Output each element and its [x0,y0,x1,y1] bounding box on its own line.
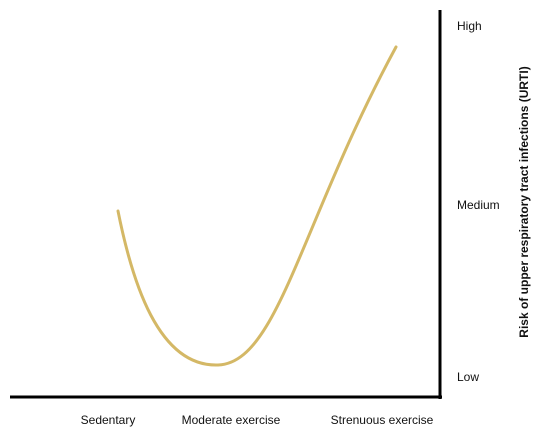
x-tick-label-sedentary: Sedentary [81,413,136,427]
y-tick-label-high: High [457,19,482,33]
x-tick-label-moderate: Moderate exercise [182,413,281,427]
y-tick-label-low: Low [457,370,479,384]
y-axis-title: Risk of upper respiratory tract infectio… [517,66,531,337]
series-line-risk [116,45,398,367]
y-tick-label-medium: Medium [457,198,500,212]
x-tick-label-strenuous: Strenuous exercise [331,413,434,427]
